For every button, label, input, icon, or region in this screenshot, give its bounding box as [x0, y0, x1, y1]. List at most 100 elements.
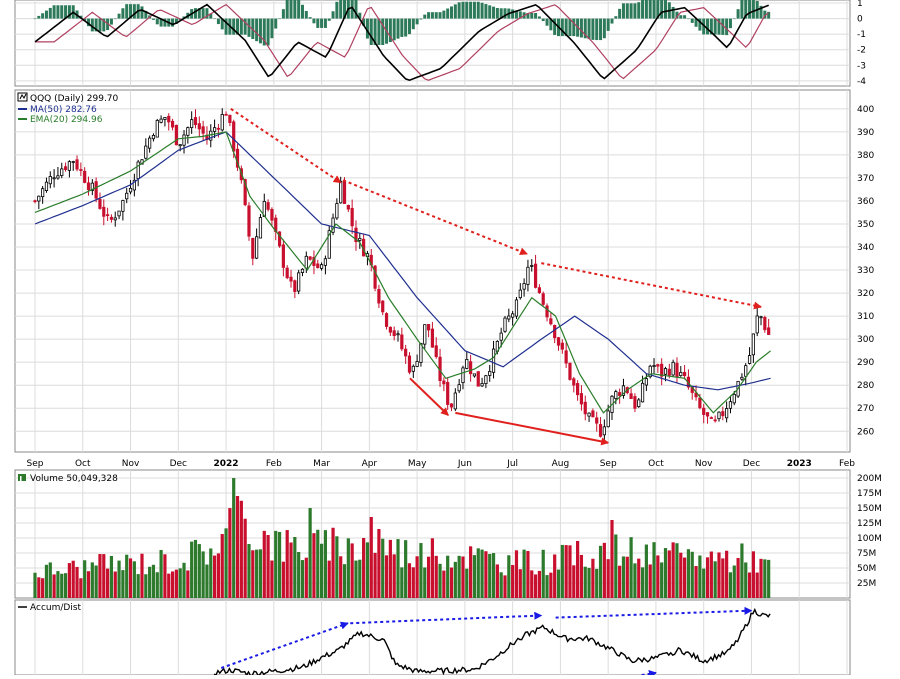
month-label: Jun: [457, 459, 472, 469]
volume-bar: [740, 543, 744, 598]
macd-histogram-bar: [503, 8, 507, 19]
candle-body: [297, 272, 301, 292]
volume-bar: [293, 536, 297, 598]
macd-histogram-bar: [52, 5, 56, 19]
volume-bar: [598, 545, 603, 598]
volume-bar: [220, 534, 224, 598]
candle-body: [484, 375, 488, 384]
volume-bar: [170, 571, 175, 598]
volume-bar: [392, 554, 396, 598]
macd-histogram-bar: [232, 18, 236, 35]
candle-body: [197, 123, 201, 130]
volume-bar: [270, 560, 274, 598]
candle-body: [159, 118, 163, 123]
candle-body: [648, 365, 652, 378]
price-tick-label: 310: [857, 312, 874, 322]
candle-body: [407, 355, 412, 373]
volume-bar: [125, 554, 129, 598]
macd-histogram-bar: [744, 0, 748, 19]
volume-bar: [633, 563, 637, 598]
macd-histogram-bar: [109, 18, 113, 25]
candle-body: [216, 127, 221, 130]
candle-body: [132, 179, 136, 191]
macd-histogram-bar: [545, 18, 549, 26]
volume-bar: [667, 550, 671, 598]
volume-bar: [136, 574, 140, 598]
volume-bar: [690, 551, 694, 598]
macd-histogram-bar: [358, 12, 362, 19]
candle-body: [514, 299, 519, 317]
macd-histogram-bar: [579, 18, 583, 38]
macd-histogram-bar: [396, 18, 400, 39]
volume-bar: [541, 549, 545, 598]
candle-body: [86, 182, 91, 191]
macd-histogram-bar: [591, 18, 595, 40]
candle-body: [423, 324, 427, 345]
volume-bar: [235, 496, 240, 598]
macd-histogram-bar: [270, 18, 274, 39]
macd-tick-label: -2: [857, 46, 866, 56]
macd-histogram-bar: [117, 13, 121, 19]
macd-histogram-bar: [671, 6, 675, 19]
macd-histogram-bar: [377, 18, 381, 46]
price-tick-label: 400: [857, 105, 874, 115]
candle-body: [304, 255, 308, 269]
volume-bar: [595, 568, 599, 598]
accdist-line: [213, 607, 771, 677]
month-label: Sep: [600, 459, 617, 469]
candle-body: [488, 371, 492, 376]
volume-bar: [373, 552, 377, 598]
volume-tick-label: 75M: [857, 549, 876, 559]
volume-bar: [709, 551, 713, 598]
volume-bar: [572, 565, 576, 598]
volume-bar: [476, 548, 480, 598]
volume-bar: [63, 573, 68, 598]
volume-bar: [545, 575, 549, 598]
volume-label: Volume 50,049,328: [30, 474, 118, 484]
macd-histogram-bar: [404, 18, 408, 37]
volume-bar: [193, 539, 198, 598]
volume-bar: [358, 559, 362, 598]
macd-histogram-bar: [572, 18, 576, 37]
volume-bar: [637, 558, 641, 598]
volume-bar: [514, 550, 519, 598]
macd-histogram-bar: [499, 8, 503, 19]
macd-histogram-bar: [415, 18, 419, 25]
macd-histogram-bar: [98, 18, 102, 32]
macd-histogram-bar: [614, 16, 618, 19]
macd-histogram-bar: [300, 4, 304, 19]
candle-body: [190, 119, 194, 129]
macd-histogram-bar: [511, 9, 515, 19]
candle-body: [614, 391, 618, 399]
macd-histogram-bar: [725, 18, 729, 36]
volume-bar: [178, 568, 182, 598]
volume-bar: [484, 551, 488, 598]
macd-histogram-bar: [660, 0, 664, 19]
macd-histogram-bar: [633, 3, 637, 19]
price-axis: 260 270 280 290 300 310 320 330 340 350 360 370 380 3…: [857, 105, 874, 437]
volume-bar: [744, 562, 748, 598]
candle-body: [201, 126, 205, 134]
volume-axis: 25M 50M 75M 100M 125M 150M 175M 200M: [857, 474, 882, 589]
volume-bar: [526, 551, 530, 598]
macd-tick-label: -1: [857, 30, 866, 40]
price-trendline: [455, 411, 610, 446]
volume-tick-label: 50M: [857, 564, 876, 574]
candle-body: [415, 361, 419, 367]
volume-bar: [362, 538, 366, 598]
candle-body: [480, 383, 484, 387]
candle-body: [572, 378, 576, 386]
candle-body: [503, 317, 507, 332]
candle-body: [644, 378, 648, 386]
month-label: Jul: [506, 459, 518, 469]
candle-body: [759, 316, 763, 319]
accdist-series: [213, 607, 771, 677]
candle-body: [476, 371, 480, 387]
macd-histogram-bar: [663, 0, 667, 19]
macd-histogram-bar: [220, 18, 224, 30]
macd-line: [34, 3, 769, 82]
candle-body: [52, 177, 56, 180]
macd-histogram-bar: [683, 15, 687, 19]
macd-histogram-bar: [709, 18, 713, 35]
